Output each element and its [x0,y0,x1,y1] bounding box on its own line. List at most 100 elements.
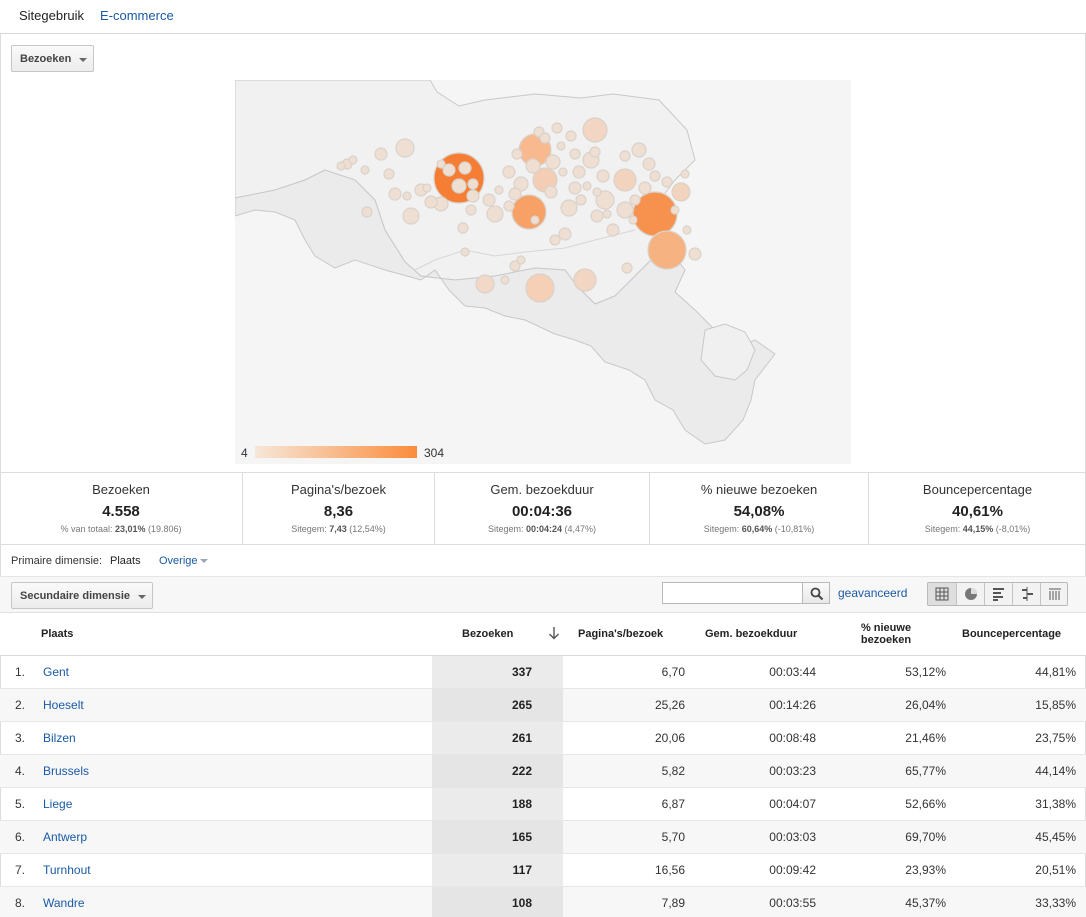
scorecard-sub-value: 60,64% [741,524,773,534]
primary-dimension-label: Primaire dimensie: [11,555,103,567]
header-plaats[interactable]: Plaats [41,628,74,640]
header-new-visits[interactable]: % nieuwe bezoeken [856,622,916,646]
bubble-small [619,150,631,162]
primary-dimension-other[interactable]: Overige [159,555,198,567]
duration-value: 00:03:44 [769,665,816,679]
header-pages-per-visit[interactable]: Pagina's/bezoek [578,628,664,640]
pages-value: 7,89 [661,896,685,910]
bubble-small [466,189,480,203]
pages-value: 5,70 [661,830,685,844]
bubble-small [508,187,522,201]
sorted-column-bg [432,788,563,820]
secondary-dimension-button[interactable]: Secundaire dimensie [11,582,153,609]
advanced-filter-link[interactable]: geavanceerd [838,586,908,600]
bubble-small [560,199,578,217]
chevron-down-icon [200,559,208,563]
city-link[interactable]: Liege [43,797,73,811]
pages-value: 16,56 [654,863,685,877]
visits-value: 265 [511,698,532,712]
scorecard-sub-label: Sitegem: [291,524,327,534]
scorecard-visits[interactable]: Bezoeken 4.558 % van totaal: 23,01% (19.… [0,473,243,545]
chevron-down-icon [138,595,146,599]
table-row: 8. Wandre 108 7,89 00:03:55 45,37% 33,33… [0,887,1086,917]
scorecard-sub: Sitegem: 60,64% (-10,81%) [650,524,868,534]
pivot-view-button[interactable] [1040,583,1068,605]
scorecard-value: 4.558 [102,503,140,520]
sort-descending-icon[interactable] [548,626,560,640]
row-index: 2. [15,698,26,712]
table-view-button[interactable] [928,583,956,605]
bubble-small [503,200,515,212]
header-new-visits-line2: bezoeken [860,634,912,646]
row-index: 4. [15,764,26,778]
bubble-hasselt[interactable] [613,168,637,192]
bubble-brugge[interactable] [395,138,415,158]
bubble-small [525,158,541,174]
scorecard-avg-duration[interactable]: Gem. bezoekduur 00:04:36 Sitegem: 00:04:… [435,473,650,545]
header-avg-duration[interactable]: Gem. bezoekduur [705,628,798,640]
bubble-small [596,169,610,183]
scorecard-sub: Sitegem: 44,15% (-8,01%) [869,524,1086,534]
bubble-small [649,170,661,182]
city-link[interactable]: Brussels [43,764,90,778]
scorecard-sub-value: 00:04:24 [525,524,563,534]
row-index: 6. [15,830,26,844]
bubble-small [545,154,561,170]
header-new-visits-line1: % nieuwe [860,622,912,634]
city-link[interactable]: Wandre [43,896,85,910]
bubble-genk[interactable] [671,182,691,202]
visits-value: 222 [511,764,532,778]
scorecard-sub-extra: (4,47%) [564,524,597,534]
scorecard-title: Bezoeken [92,482,150,497]
bubble-mons[interactable] [475,274,495,294]
geo-map[interactable] [235,80,851,464]
row-index: 3. [15,731,26,745]
bubble-charleroi[interactable] [573,268,597,292]
bubble-small [628,215,638,225]
table-search-input[interactable] [662,582,803,604]
scorecard-bounce-rate[interactable]: Bouncepercentage 40,61% Sitegem: 44,15% … [869,473,1086,545]
scorecard-sub: Sitegem: 00:04:24 (4,47%) [435,524,649,534]
tab-sitegebruik[interactable]: Sitegebruik [19,8,85,23]
city-link[interactable]: Turnhout [43,863,91,877]
city-link[interactable]: Bilzen [43,731,76,745]
bubble-small [549,234,561,246]
table-row: 7. Turnhout 117 16,56 00:09:42 23,93% 20… [0,854,1086,887]
bubble-small [530,215,540,225]
duration-value: 00:03:03 [769,830,816,844]
pie-view-button[interactable] [956,583,984,605]
pages-value: 6,70 [661,665,685,679]
comparison-view-button[interactable] [1012,583,1040,605]
header-bezoeken[interactable]: Bezoeken [462,628,514,640]
bubble-small [551,122,563,134]
bubble-small [569,148,581,160]
map-region-luxembourg [700,323,756,381]
bar-view-button[interactable] [984,583,1012,605]
bubble-turnhout[interactable] [582,117,608,143]
scorecard-new-visits[interactable]: % nieuwe bezoeken 54,08% Sitegem: 60,64%… [650,473,869,545]
scorecard-pages-per-visit[interactable]: Pagina's/bezoek 8,36 Sitegem: 7,43 (12,5… [243,473,435,545]
table-toolbar: Secundaire dimensie geavanceerd [0,577,1086,613]
header-bounce-rate[interactable]: Bouncepercentage [962,628,1062,640]
scorecard-sub: % van totaal: 23,01% (19.806) [0,524,242,534]
city-link[interactable]: Hoeselt [43,698,84,712]
city-link[interactable]: Gent [43,665,70,679]
bubble-small [467,178,479,190]
bubble-small [360,165,370,175]
bubble-small [482,193,496,207]
bubble-liege[interactable] [647,230,687,270]
bubble-small [465,204,477,216]
city-link[interactable]: Antwerp [43,830,88,844]
table-view-icon [935,587,949,601]
search-button[interactable] [802,582,830,604]
bubble-small [460,247,470,257]
bubble-namur[interactable] [525,273,555,303]
bubble-small [670,205,680,215]
duration-value: 00:08:48 [769,731,816,745]
bubble-small [556,141,566,151]
bounce-value: 23,75% [1035,731,1076,745]
primary-dimension-plaats[interactable]: Plaats [110,555,141,567]
metric-selector-button[interactable]: Bezoeken [11,45,94,72]
bubble-small [590,209,604,223]
tab-ecommerce[interactable]: E-commerce [100,8,174,23]
